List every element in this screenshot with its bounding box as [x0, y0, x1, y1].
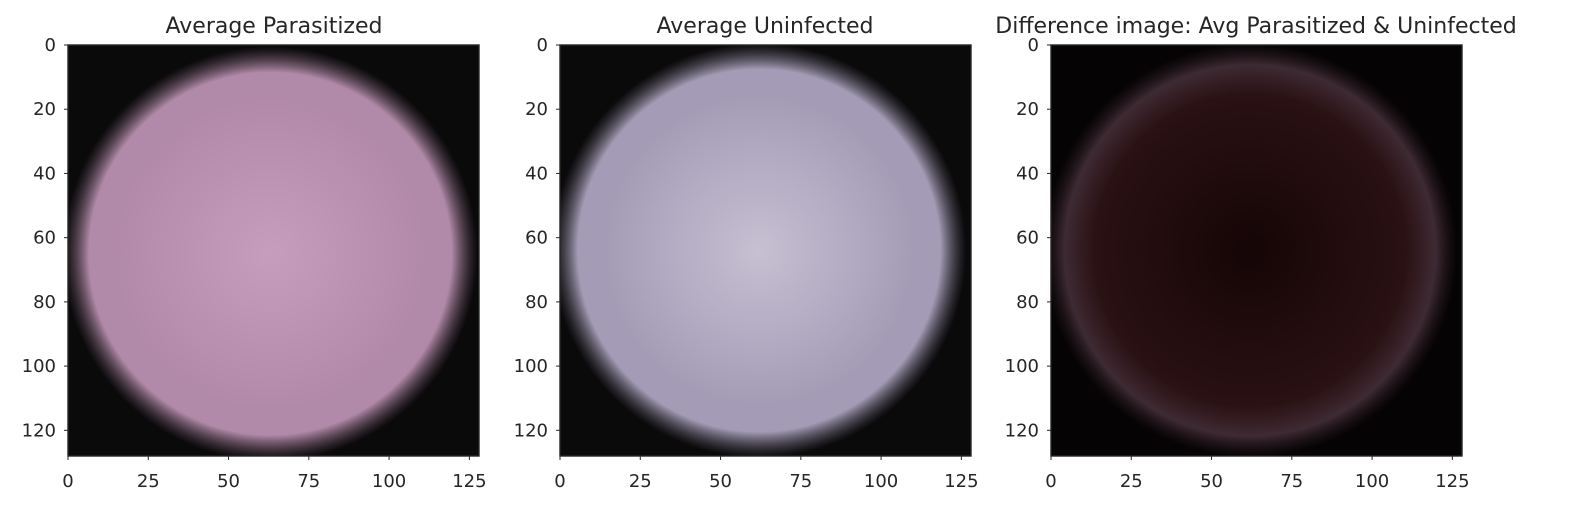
panel-1: Average Parasitized 0 25 50 75 100 125 0 20 40 60 8…: [22, 14, 487, 492]
x-tick-label: 0: [554, 471, 565, 492]
panel-3: Difference image: Avg Parasitized & Unin…: [995, 14, 1516, 492]
y-tick-label: 60: [525, 228, 548, 249]
x-tick-label: 0: [62, 471, 73, 492]
y-tick-label: 20: [1016, 99, 1039, 120]
y-tick-label: 60: [1016, 228, 1039, 249]
panel-title: Average Uninfected: [657, 14, 874, 39]
y-tick-label: 120: [514, 420, 548, 441]
panel-2: Average Uninfected 0 25 50 75 100 125 0 20 40 60 80…: [514, 14, 979, 492]
panel-title: Average Parasitized: [166, 14, 383, 39]
axes-frame: [559, 44, 972, 457]
y-tick-label: 0: [45, 35, 56, 56]
x-tick-label: 0: [1045, 471, 1056, 492]
y-tick-label: 20: [33, 99, 56, 120]
axes-frame: [1050, 44, 1463, 457]
x-tick-label: 125: [1435, 471, 1469, 492]
y-tick-label: 120: [1005, 420, 1039, 441]
cell-blob: [68, 45, 479, 456]
x-tick-label: 50: [1200, 471, 1223, 492]
image-area: [1051, 45, 1462, 456]
x-tick-label: 75: [789, 471, 812, 492]
y-tick-label: 40: [33, 163, 56, 184]
y-tick-label: 20: [525, 99, 548, 120]
image-area: [68, 45, 479, 456]
x-tick-label: 25: [137, 471, 160, 492]
y-tick-label: 80: [33, 292, 56, 313]
x-tick-label: 50: [709, 471, 732, 492]
y-tick-label: 40: [525, 163, 548, 184]
x-tick-label: 125: [944, 471, 978, 492]
x-tick-label: 100: [864, 471, 898, 492]
y-tick-label: 100: [514, 356, 548, 377]
y-tick-label: 100: [1005, 356, 1039, 377]
x-tick-label: 100: [1355, 471, 1389, 492]
axes-frame: [67, 44, 480, 457]
panel-title: Difference image: Avg Parasitized & Unin…: [995, 14, 1516, 39]
y-tick-label: 60: [33, 228, 56, 249]
y-tick-label: 80: [525, 292, 548, 313]
x-tick-label: 75: [1280, 471, 1303, 492]
x-tick-label: 50: [217, 471, 240, 492]
y-tick-label: 40: [1016, 163, 1039, 184]
y-tick-label: 0: [1028, 35, 1039, 56]
cell-blob: [560, 45, 971, 456]
x-tick-label: 100: [372, 471, 406, 492]
y-tick-label: 0: [537, 35, 548, 56]
image-area: [560, 45, 971, 456]
x-tick-label: 75: [297, 471, 320, 492]
y-tick-label: 80: [1016, 292, 1039, 313]
y-tick-label: 100: [22, 356, 56, 377]
x-tick-label: 125: [452, 471, 486, 492]
cell-blob: [1051, 45, 1462, 456]
y-tick-label: 120: [22, 420, 56, 441]
x-tick-label: 25: [629, 471, 652, 492]
x-tick-label: 25: [1120, 471, 1143, 492]
